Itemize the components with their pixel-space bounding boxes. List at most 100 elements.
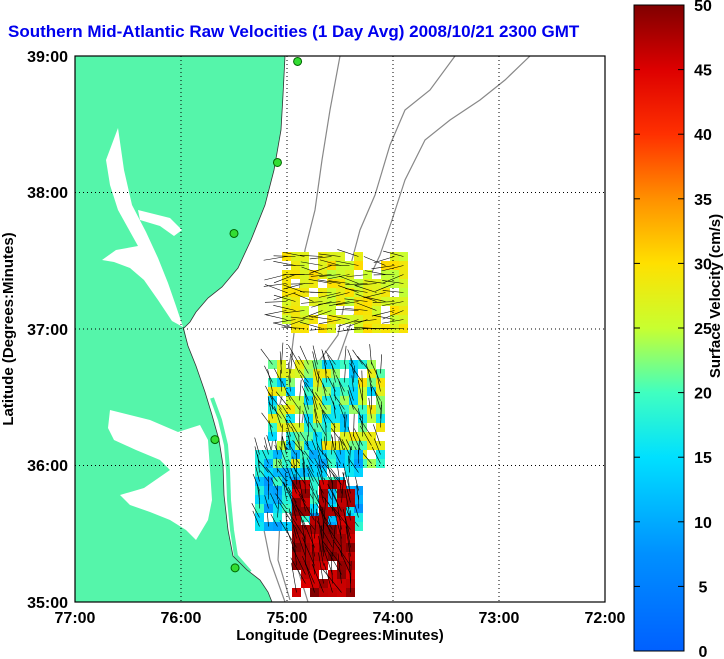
velocity-vector <box>319 259 341 266</box>
radar-station <box>272 157 282 167</box>
velocity-vector <box>322 545 333 575</box>
colorbar-tick-label: 10 <box>694 515 712 532</box>
velocity-vector <box>355 476 359 491</box>
velocity-vector <box>382 290 404 293</box>
y-tick-label: 36:00 <box>27 458 68 475</box>
velocity-vector <box>314 408 318 428</box>
velocity-field <box>251 249 408 597</box>
velocity-vector <box>281 326 305 329</box>
velocity-vector <box>322 496 342 521</box>
velocity-vector <box>304 442 314 455</box>
velocity-vector <box>373 315 395 320</box>
velocity-vector <box>324 364 327 383</box>
velocity-vector <box>270 477 278 491</box>
colorbar-tick-label: 0 <box>699 644 708 659</box>
velocity-vector <box>278 476 297 503</box>
velocity-vector <box>273 255 296 257</box>
velocity-vector <box>328 314 350 320</box>
velocity-vector <box>328 301 350 307</box>
velocity-vector <box>342 472 351 503</box>
velocity-vector <box>300 321 323 329</box>
velocity-vector <box>380 354 382 374</box>
velocity-vector <box>299 431 309 446</box>
x-tick-label: 72:00 <box>585 610 626 627</box>
velocity-vector <box>347 390 354 410</box>
velocity-vector <box>322 506 324 539</box>
velocity-vector <box>344 298 368 302</box>
velocity-vector <box>301 301 323 304</box>
velocity-vector <box>346 274 368 278</box>
velocity-vector <box>345 526 351 557</box>
velocity-vector <box>315 392 327 410</box>
velocity-vector <box>344 307 368 311</box>
velocity-vector <box>270 493 278 509</box>
velocity-vector <box>281 342 284 365</box>
velocity-vector <box>268 401 282 419</box>
radar-station <box>230 563 240 573</box>
velocity-vector <box>344 345 347 365</box>
colorbar-tick-label: 20 <box>694 386 712 403</box>
velocity-vector <box>317 419 327 437</box>
velocity-vector <box>308 315 332 320</box>
velocity-vector <box>273 260 296 266</box>
velocity-vector <box>311 301 332 308</box>
velocity-vector <box>318 301 341 305</box>
velocity-vector <box>335 309 359 311</box>
x-tick-label: 73:00 <box>479 610 520 627</box>
velocity-vector <box>295 504 315 530</box>
velocity-vector <box>315 490 324 521</box>
velocity-vector <box>267 369 273 392</box>
velocity-vector <box>353 428 363 446</box>
velocity-vector <box>299 379 302 401</box>
velocity-vector <box>347 426 354 446</box>
velocity-vector <box>301 555 315 584</box>
velocity-vector <box>382 301 404 306</box>
x-tick-label: 77:00 <box>55 610 96 627</box>
velocity-vector <box>349 363 363 383</box>
velocity-vector <box>264 310 287 316</box>
velocity-vector <box>303 461 306 494</box>
velocity-vector <box>287 459 306 485</box>
velocity-vector <box>325 546 342 575</box>
velocity-vector <box>281 424 283 446</box>
velocity-vector <box>373 424 381 446</box>
velocity-vector <box>318 535 324 566</box>
velocity-vector <box>340 525 342 557</box>
velocity-vector <box>341 439 350 455</box>
velocity-vector <box>371 446 381 464</box>
velocity-vector <box>309 265 332 274</box>
velocity-vector <box>353 413 355 437</box>
velocity-vector <box>312 351 318 374</box>
velocity-vector <box>348 552 351 584</box>
velocity-vector <box>304 561 315 593</box>
y-tick-label: 38:00 <box>27 185 68 202</box>
map-frame <box>74 55 606 603</box>
colorbar-tick-label: 50 <box>694 0 712 15</box>
velocity-vector <box>353 365 355 383</box>
velocity-vector <box>342 509 351 539</box>
colorbar-ticks <box>634 4 684 652</box>
velocity-vector <box>265 314 287 320</box>
velocity-vector <box>270 514 278 527</box>
velocity-vector <box>300 261 323 266</box>
barrier-islands <box>210 397 252 574</box>
velocity-vector <box>275 493 287 509</box>
velocity-vector <box>275 391 291 410</box>
velocity-vector <box>260 470 269 482</box>
velocity-vector <box>322 461 342 485</box>
velocity-vector <box>331 436 333 455</box>
velocity-vector <box>380 404 382 428</box>
velocity-vector <box>363 256 386 266</box>
velocity-vector <box>285 527 297 557</box>
velocity-vector <box>273 304 296 311</box>
velocity-vector <box>324 350 336 365</box>
velocity-vector <box>308 483 324 512</box>
velocity-vector <box>291 426 300 446</box>
velocity-vector <box>318 253 341 257</box>
velocity-vector <box>275 439 278 455</box>
velocity-vector <box>324 521 342 548</box>
velocity-vector <box>344 364 346 383</box>
velocity-vector <box>382 280 404 284</box>
y-tick-label: 39:00 <box>27 49 68 66</box>
